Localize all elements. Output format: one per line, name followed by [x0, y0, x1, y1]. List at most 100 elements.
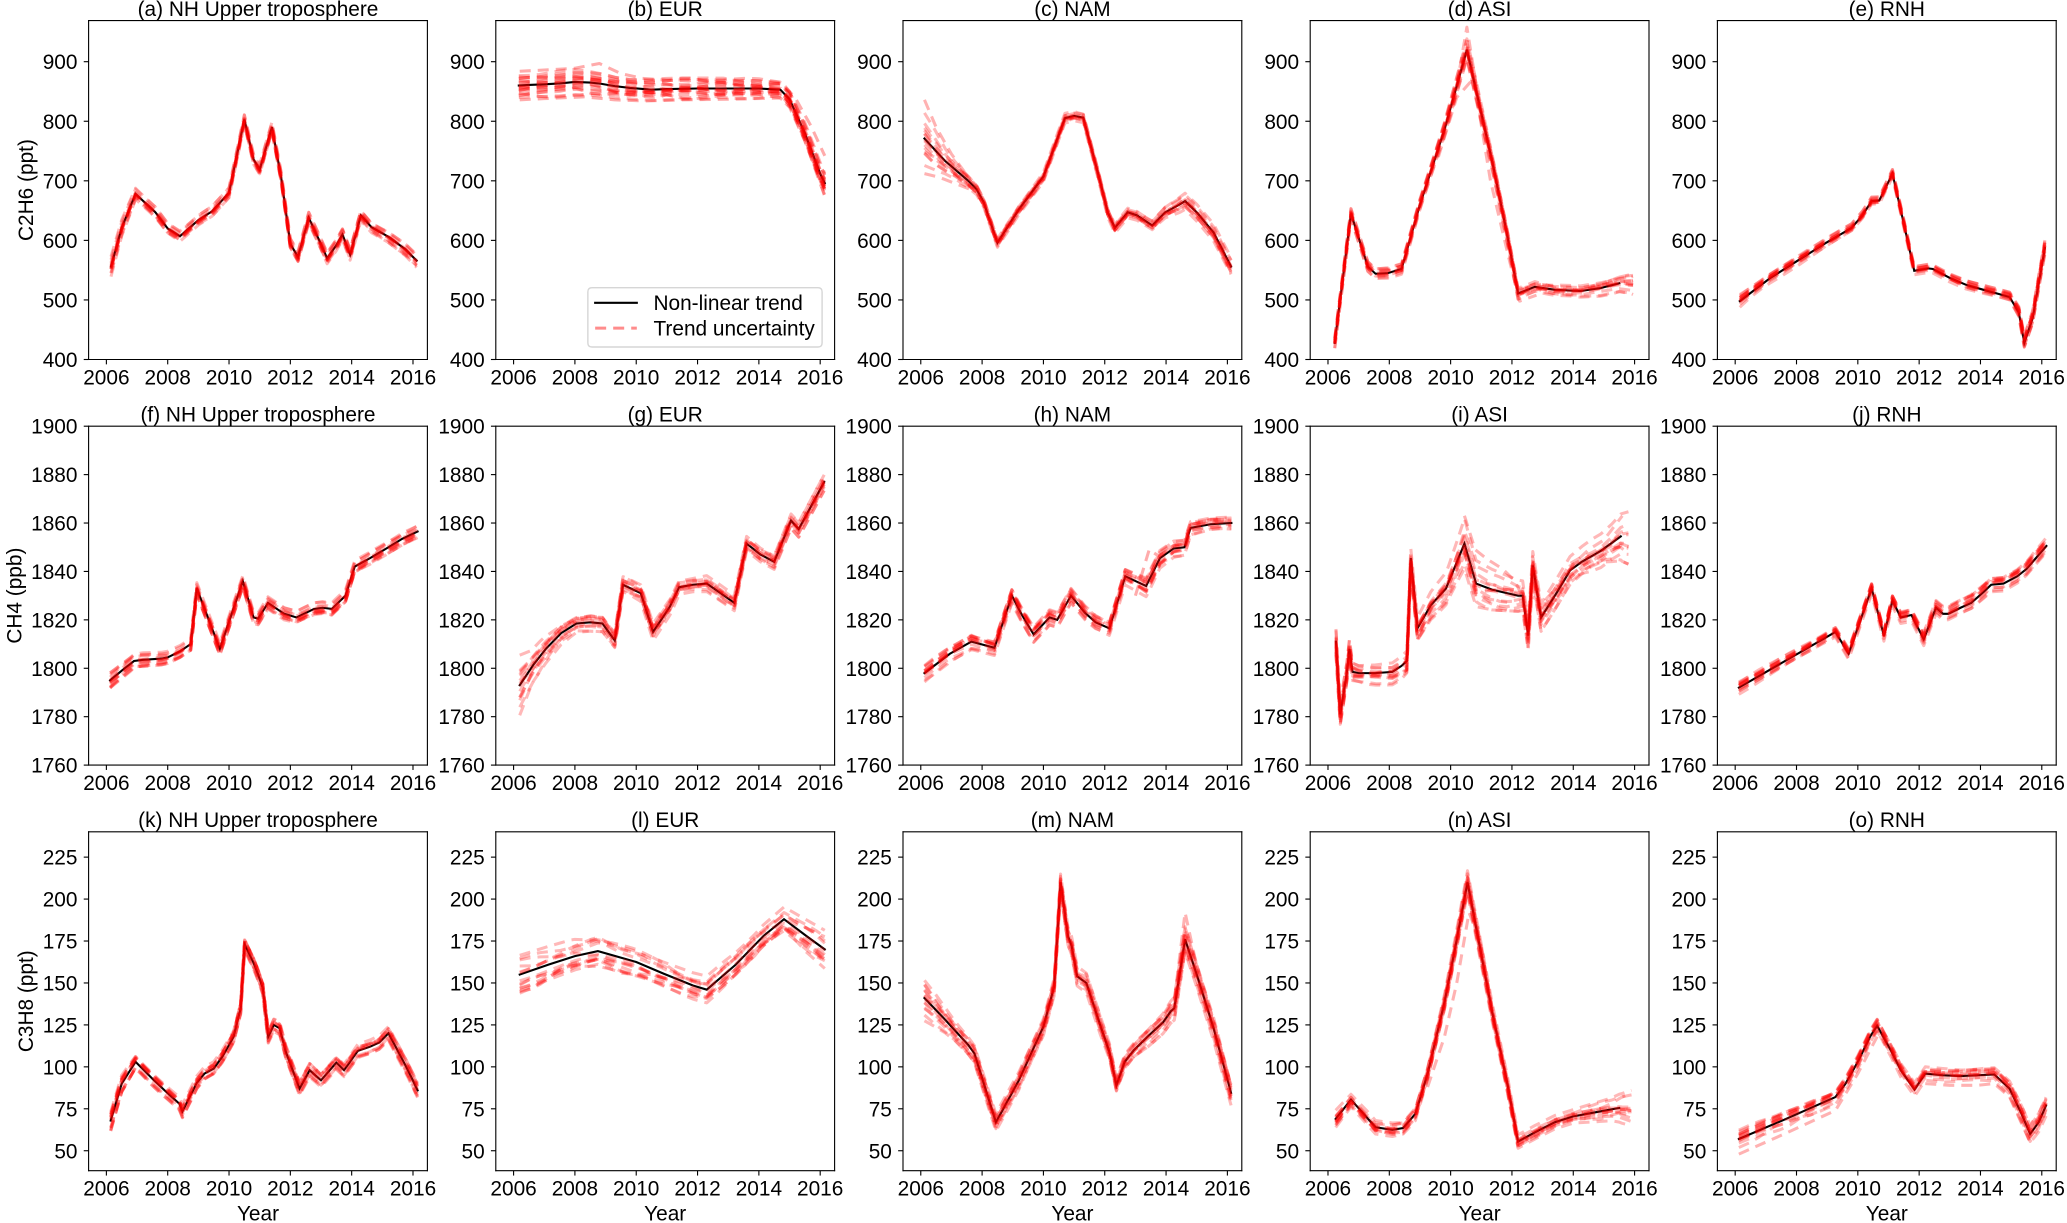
svg-text:2006: 2006 [490, 772, 536, 795]
svg-text:75: 75 [54, 1098, 77, 1121]
svg-text:2016: 2016 [2019, 1178, 2065, 1201]
svg-text:2008: 2008 [959, 772, 1005, 795]
svg-text:1820: 1820 [438, 609, 484, 632]
svg-text:2016: 2016 [390, 366, 436, 389]
svg-text:50: 50 [1276, 1140, 1299, 1163]
svg-text:1900: 1900 [31, 416, 77, 439]
svg-text:2008: 2008 [1773, 772, 1819, 795]
svg-text:1880: 1880 [31, 464, 77, 487]
svg-text:2016: 2016 [1204, 772, 1250, 795]
svg-text:2008: 2008 [145, 1178, 191, 1201]
svg-text:1900: 1900 [438, 416, 484, 439]
svg-text:2008: 2008 [1773, 1178, 1819, 1201]
svg-text:800: 800 [43, 111, 78, 134]
svg-text:2012: 2012 [674, 366, 720, 389]
svg-text:2014: 2014 [328, 366, 374, 389]
svg-text:2012: 2012 [1489, 1178, 1535, 1201]
svg-text:2014: 2014 [328, 1178, 374, 1201]
svg-text:125: 125 [857, 1014, 892, 1037]
svg-text:75: 75 [462, 1098, 485, 1121]
svg-text:2010: 2010 [1835, 772, 1881, 795]
svg-text:(n) ASI: (n) ASI [1448, 809, 1512, 832]
svg-text:1840: 1840 [846, 561, 892, 584]
svg-text:2014: 2014 [1550, 772, 1596, 795]
svg-text:125: 125 [43, 1014, 78, 1037]
svg-text:400: 400 [1264, 349, 1299, 372]
svg-text:1780: 1780 [31, 706, 77, 729]
svg-text:2016: 2016 [797, 1178, 843, 1201]
svg-text:2010: 2010 [1427, 1178, 1473, 1201]
svg-text:(a) NH Upper troposphere: (a) NH Upper troposphere [138, 0, 379, 21]
svg-text:1900: 1900 [1660, 416, 1706, 439]
svg-text:500: 500 [450, 289, 485, 312]
svg-text:700: 700 [857, 170, 892, 193]
svg-text:700: 700 [450, 170, 485, 193]
svg-text:2010: 2010 [1835, 366, 1881, 389]
svg-text:500: 500 [43, 289, 78, 312]
svg-text:50: 50 [462, 1140, 485, 1163]
svg-text:2008: 2008 [552, 772, 598, 795]
svg-text:100: 100 [450, 1056, 485, 1079]
svg-text:1760: 1760 [31, 755, 77, 778]
svg-text:150: 150 [1672, 973, 1707, 996]
svg-text:2010: 2010 [1020, 772, 1066, 795]
svg-text:1800: 1800 [438, 658, 484, 681]
svg-text:1840: 1840 [31, 561, 77, 584]
svg-text:125: 125 [1672, 1014, 1707, 1037]
svg-text:1760: 1760 [1660, 755, 1706, 778]
svg-text:2012: 2012 [1082, 1178, 1128, 1201]
svg-text:900: 900 [857, 51, 892, 74]
svg-text:900: 900 [1264, 51, 1299, 74]
svg-text:700: 700 [43, 170, 78, 193]
svg-text:200: 200 [450, 889, 485, 912]
svg-text:2008: 2008 [145, 772, 191, 795]
svg-text:75: 75 [1276, 1098, 1299, 1121]
svg-text:1780: 1780 [1253, 706, 1299, 729]
svg-text:600: 600 [450, 230, 485, 253]
svg-text:2012: 2012 [1896, 366, 1942, 389]
svg-text:150: 150 [1264, 973, 1299, 996]
svg-text:2014: 2014 [1143, 366, 1189, 389]
svg-text:800: 800 [1264, 111, 1299, 134]
svg-text:2010: 2010 [1835, 1178, 1881, 1201]
svg-text:2014: 2014 [1143, 772, 1189, 795]
svg-text:2014: 2014 [736, 366, 782, 389]
svg-text:225: 225 [450, 847, 485, 870]
svg-text:600: 600 [1264, 230, 1299, 253]
svg-text:100: 100 [1264, 1056, 1299, 1079]
svg-text:2014: 2014 [1143, 1178, 1189, 1201]
svg-text:2014: 2014 [1957, 366, 2003, 389]
svg-text:2016: 2016 [1204, 1178, 1250, 1201]
svg-text:(e) RNH: (e) RNH [1849, 0, 1925, 21]
svg-text:2006: 2006 [490, 366, 536, 389]
svg-text:2016: 2016 [797, 772, 843, 795]
svg-text:2010: 2010 [1427, 366, 1473, 389]
svg-text:1880: 1880 [846, 464, 892, 487]
svg-text:2006: 2006 [898, 1178, 944, 1201]
svg-text:1800: 1800 [1253, 658, 1299, 681]
svg-text:1840: 1840 [1253, 561, 1299, 584]
svg-text:2010: 2010 [1020, 1178, 1066, 1201]
svg-text:1800: 1800 [1660, 658, 1706, 681]
svg-text:1880: 1880 [438, 464, 484, 487]
svg-text:2006: 2006 [1305, 1178, 1351, 1201]
svg-text:2010: 2010 [1427, 772, 1473, 795]
svg-text:1840: 1840 [438, 561, 484, 584]
svg-text:50: 50 [1683, 1140, 1706, 1163]
svg-text:75: 75 [1683, 1098, 1706, 1121]
svg-text:(g) EUR: (g) EUR [628, 403, 703, 426]
svg-text:C2H6 (ppt): C2H6 (ppt) [15, 139, 38, 241]
svg-text:200: 200 [1264, 889, 1299, 912]
svg-text:2008: 2008 [1366, 366, 1412, 389]
svg-text:C3H8 (ppt): C3H8 (ppt) [15, 950, 38, 1052]
svg-text:2006: 2006 [83, 1178, 129, 1201]
svg-text:2016: 2016 [1611, 366, 1657, 389]
svg-text:2014: 2014 [1957, 772, 2003, 795]
svg-text:2010: 2010 [1020, 366, 1066, 389]
svg-text:2012: 2012 [1489, 366, 1535, 389]
svg-text:2010: 2010 [613, 1178, 659, 1201]
svg-text:600: 600 [1672, 230, 1707, 253]
svg-text:2006: 2006 [1712, 366, 1758, 389]
svg-text:2016: 2016 [1611, 772, 1657, 795]
svg-text:(c) NAM: (c) NAM [1034, 0, 1110, 21]
